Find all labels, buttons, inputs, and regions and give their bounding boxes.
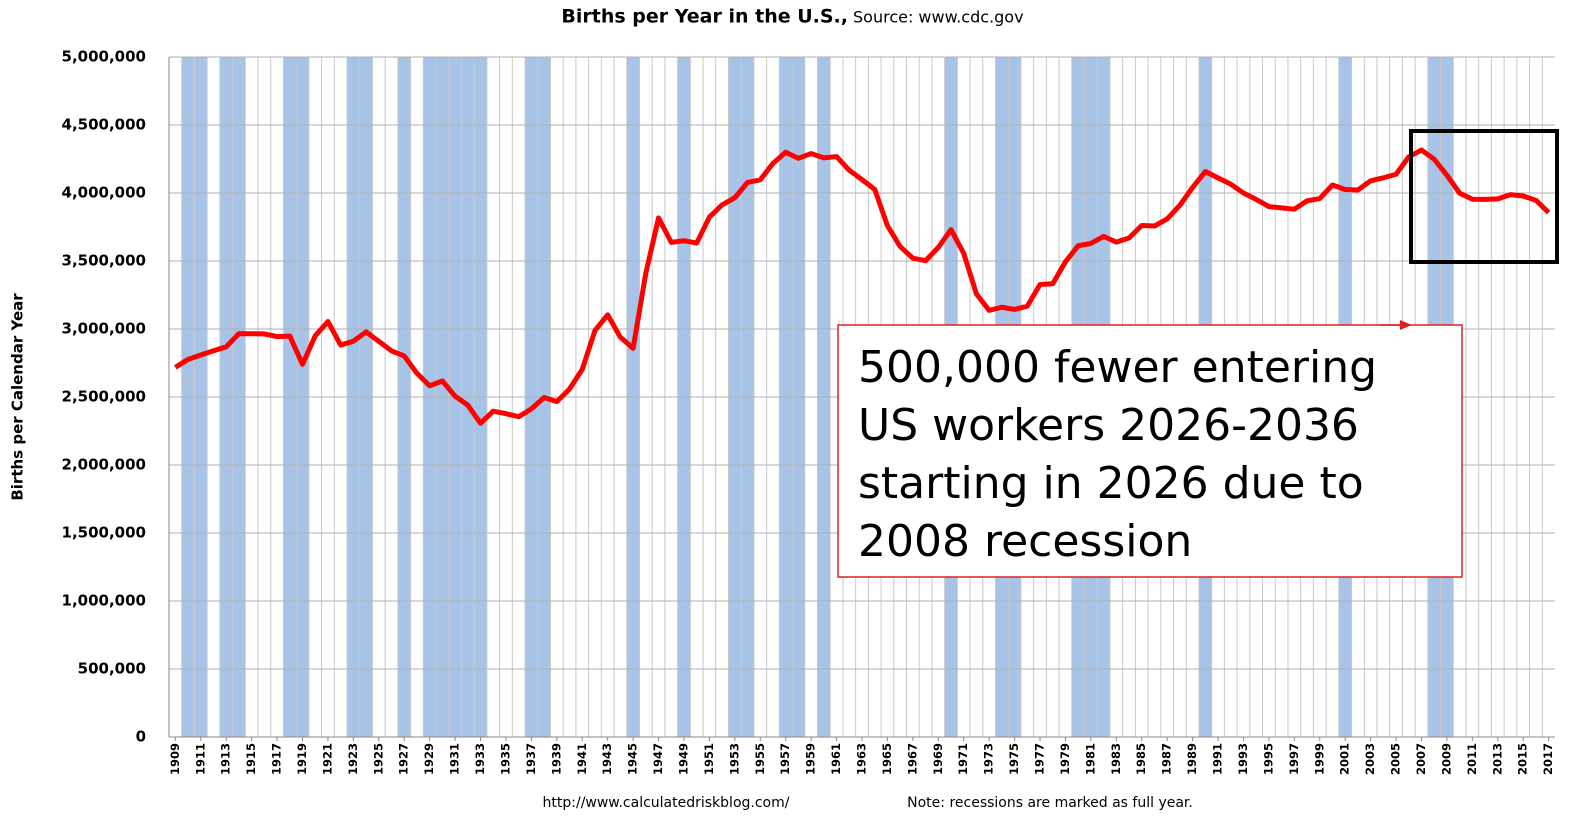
x-tick-label: 1937 (524, 743, 538, 775)
x-tick-label: 2007 (1414, 743, 1428, 775)
x-tick-label: 1913 (219, 743, 233, 775)
y-axis-label: Births per Calendar Year (9, 293, 27, 501)
x-tick-label: 1925 (371, 743, 385, 775)
x-tick-label: 1963 (855, 743, 869, 775)
annotation-text: 2008 recession (858, 516, 1192, 567)
chart-title: Births per Year in the U.S., (561, 6, 848, 28)
x-tick-label: 1911 (193, 743, 207, 775)
x-tick-label: 2001 (1338, 743, 1352, 775)
x-tick-label: 2011 (1465, 743, 1479, 775)
x-tick-label: 1935 (498, 743, 512, 775)
x-tick-label: 1931 (448, 743, 462, 775)
annotation-arrowhead (1400, 320, 1412, 330)
x-tick-label: 1933 (473, 743, 487, 775)
x-tick-label: 1999 (1312, 743, 1326, 775)
x-tick-label: 1957 (778, 743, 792, 775)
x-tick-label: 1941 (575, 743, 589, 775)
y-tick-label: 500,000 (78, 660, 146, 678)
x-tick-label: 2015 (1516, 743, 1530, 775)
x-tick-label: 1965 (880, 743, 894, 775)
x-tick-label: 1993 (1236, 743, 1250, 775)
x-tick-label: 1971 (956, 743, 970, 775)
y-tick-label: 0 (136, 728, 146, 746)
data-line (174, 147, 1551, 426)
annotation-box (837, 324, 1463, 578)
x-tick-label: 1927 (397, 743, 411, 775)
y-tick-label: 4,500,000 (62, 116, 146, 134)
x-tick-label: 1947 (651, 743, 665, 775)
x-tick-label: 2009 (1439, 743, 1453, 775)
y-tick-label: 4,000,000 (62, 184, 146, 202)
x-tick-label: 1981 (1083, 743, 1097, 775)
annotation-text: US workers 2026-2036 (858, 400, 1359, 451)
x-tick-label: 1983 (1109, 743, 1123, 775)
x-tick-label: 1951 (702, 743, 716, 775)
x-tick-label: 1977 (1033, 743, 1047, 775)
x-tick-label: 1949 (676, 743, 690, 775)
x-tick-label: 1997 (1287, 743, 1301, 775)
y-tick-label: 1,000,000 (62, 592, 146, 610)
x-tick-label: 1975 (1007, 743, 1021, 775)
y-tick-label: 1,500,000 (62, 524, 146, 542)
x-tick-label: 1995 (1261, 743, 1275, 775)
x-tick-label: 1991 (1211, 743, 1225, 775)
x-tick-label: 1915 (244, 743, 258, 775)
x-tick-label: 1919 (295, 743, 309, 775)
y-tick-label: 5,000,000 (62, 48, 146, 66)
x-tick-label: 1987 (1160, 743, 1174, 775)
highlight-box (1409, 129, 1559, 264)
x-tick-label: 1917 (270, 743, 284, 775)
x-tick-label: 2013 (1490, 743, 1504, 775)
x-tick-label: 1961 (829, 743, 843, 775)
x-tick-label: 1967 (905, 743, 919, 775)
annotation-text: starting in 2026 due to (858, 458, 1364, 509)
footer-note: Note: recessions are marked as full year… (907, 795, 1193, 811)
x-tick-label: 2005 (1389, 743, 1403, 775)
x-tick-label: 1979 (1058, 743, 1072, 775)
x-tick-label: 1945 (626, 743, 640, 775)
x-tick-label: 1929 (422, 743, 436, 775)
x-tick-label: 1943 (600, 743, 614, 775)
chart-subtitle: Source: www.cdc.gov (853, 8, 1024, 27)
x-tick-label: 1973 (982, 743, 996, 775)
x-tick-label: 1923 (346, 743, 360, 775)
y-tick-label: 3,000,000 (62, 320, 146, 338)
x-tick-label: 1985 (1134, 743, 1148, 775)
x-tick-label: 1989 (1185, 743, 1199, 775)
footer-source: http://www.calculatedriskblog.com/ (543, 795, 790, 811)
x-tick-label: 1921 (320, 743, 334, 775)
y-tick-label: 2,500,000 (62, 388, 146, 406)
x-tick-label: 1969 (931, 743, 945, 775)
y-tick-label: 3,500,000 (62, 252, 146, 270)
x-tick-label: 1959 (804, 743, 818, 775)
x-tick-label: 1909 (168, 743, 182, 775)
x-tick-label: 1939 (549, 743, 563, 775)
x-tick-label: 1953 (727, 743, 741, 775)
annotation-text: 500,000 fewer entering (858, 342, 1377, 393)
x-tick-label: 1955 (753, 743, 767, 775)
x-tick-label: 2003 (1363, 743, 1377, 775)
y-tick-label: 2,000,000 (62, 456, 146, 474)
x-tick-label: 2017 (1541, 743, 1555, 775)
